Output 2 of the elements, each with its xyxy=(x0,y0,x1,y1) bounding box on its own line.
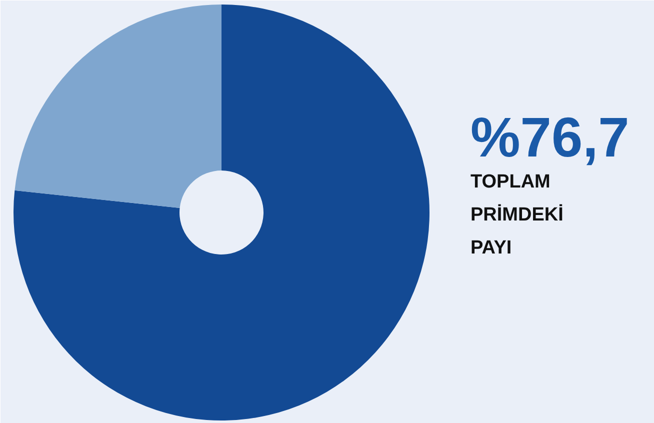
text: TOPLAM PRİMDEKİ PAYI xyxy=(470,172,564,258)
data-label: %76,7 xyxy=(470,106,630,168)
